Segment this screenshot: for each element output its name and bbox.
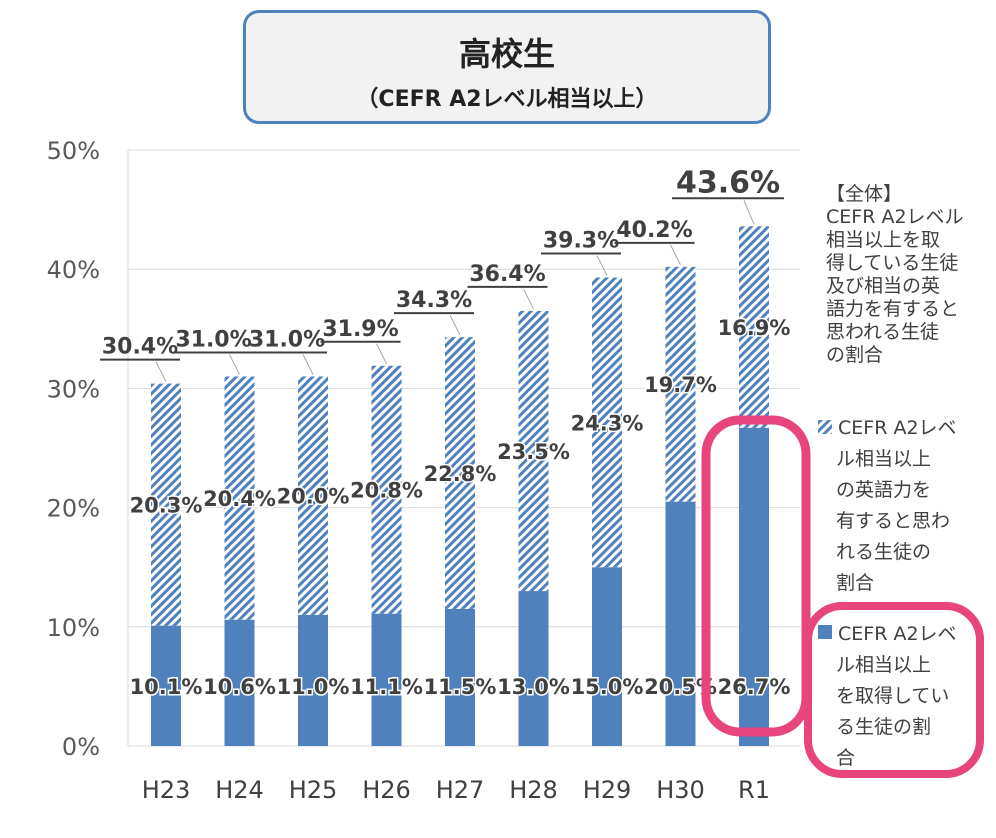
axes: 0% 10% 20% 30% 40% 50% H23 H24 H25 H26 H27 H28 H29 H3…: [47, 137, 800, 804]
data-labels: 10.1% 20.3% 30.4% 10.6% 20.4% 31.0% 11.0% 20.0%…: [100, 165, 811, 737]
chart-subtitle: （CEFR A2レベル相当以上）: [356, 87, 658, 112]
bar-hatched-H28: [518, 310, 549, 592]
total-leader-line: [743, 200, 755, 225]
legend-solid-line: を取得してい: [836, 685, 949, 707]
x-tick-label: H28: [509, 776, 558, 804]
bar-hatched-H29: [592, 277, 622, 568]
legend-total-line: CEFR A2レベル: [826, 206, 964, 228]
legend-solid-line: ル相当以上: [836, 654, 931, 676]
chart-title: 高校生: [458, 35, 555, 73]
label-total-H25: 31.0%: [249, 327, 325, 352]
legend-hatched-line: CEFR A2レベ: [838, 417, 957, 439]
total-leader-line: [596, 255, 608, 276]
legend-total-line: 語力を有すると: [826, 298, 959, 320]
y-tick-label: 0%: [62, 733, 100, 761]
label-solid-H27: 11.5%: [424, 675, 497, 699]
label-total-R1: 43.6%: [676, 165, 780, 200]
bar-hatched-H25: [298, 376, 328, 615]
total-leader-line: [302, 354, 314, 375]
highlight-box: [701, 415, 811, 737]
label-hatched-R1: 16.9%: [718, 316, 791, 340]
x-tick-label: R1: [738, 776, 770, 804]
label-total-H30: 40.2%: [616, 218, 692, 243]
legend-solid-line: 合: [836, 747, 855, 769]
bar-hatched-H23: [151, 383, 181, 626]
bar-hatched-R1: [739, 226, 769, 428]
bar-solid-H29: [592, 567, 622, 746]
label-hatched-H25: 20.0%: [277, 485, 350, 509]
legend-hatched-line: 割合: [836, 572, 874, 594]
label-hatched-H24: 20.4%: [203, 487, 276, 511]
bar-solid-H30: [665, 501, 696, 746]
legend-solid-swatch: [818, 625, 832, 639]
label-solid-H29: 15.0%: [571, 675, 644, 699]
legend-total-line: 得している生徒: [826, 252, 958, 274]
x-tick-label: H30: [656, 776, 705, 804]
label-total-H23: 30.4%: [102, 335, 178, 360]
total-leader-line: [523, 288, 534, 310]
bar-solid-H28: [518, 591, 549, 746]
x-tick-label: H23: [142, 776, 191, 804]
y-tick-label: 30%: [47, 375, 100, 403]
x-tick-label: H26: [362, 776, 411, 804]
legend-highlight-box: [804, 602, 984, 778]
label-solid-H24: 10.6%: [203, 675, 276, 699]
total-leader-line: [376, 343, 387, 364]
legend-total-line: の割合: [826, 344, 883, 366]
legend-total-line: 及び相当の英: [826, 275, 940, 297]
legend-hatched-line: 有すると思わ: [836, 510, 950, 532]
bar-hatched-H24: [224, 376, 255, 620]
legend-hatched-line: ル相当以上: [836, 448, 931, 470]
label-solid-H26: 11.1%: [350, 675, 423, 699]
legend: 【全体】CEFR A2レベル相当以上を取得している生徒及び相当の英語力を有すると…: [804, 183, 984, 778]
label-hatched-H23: 20.3%: [130, 494, 203, 518]
label-total-H27: 34.3%: [396, 288, 472, 313]
label-hatched-H30: 19.7%: [644, 373, 717, 397]
bar-solid-H27: [445, 608, 475, 746]
label-hatched-H27: 22.8%: [424, 462, 497, 486]
label-hatched-H28: 23.5%: [497, 440, 570, 464]
label-solid-H28: 13.0%: [497, 675, 570, 699]
legend-hatched-line: れる生徒の: [836, 541, 931, 563]
chart-title-box: 高校生 （CEFR A2レベル相当以上）: [243, 10, 771, 124]
label-total-H29: 39.3%: [543, 229, 619, 254]
bar-hatched-H26: [371, 365, 402, 614]
total-leader-line: [670, 244, 681, 266]
legend-hatched-line: の英語力を: [836, 479, 931, 501]
label-solid-H23: 10.1%: [130, 675, 203, 699]
legend-total-line: 思われる生徒: [826, 321, 939, 343]
y-tick-label: 40%: [47, 256, 100, 284]
legend-solid-line: CEFR A2レベ: [838, 623, 957, 645]
x-tick-label: H27: [436, 776, 485, 804]
y-tick-label: 50%: [47, 137, 100, 165]
legend-hatched-swatch: [818, 420, 832, 434]
label-total-H26: 31.9%: [322, 317, 398, 342]
bar-solid-H24: [224, 619, 255, 746]
label-total-H24: 31.0%: [175, 327, 251, 352]
label-hatched-H26: 20.8%: [350, 479, 423, 503]
legend-solid-line: る生徒の割: [836, 716, 931, 738]
legend-total-line: 相当以上を取: [826, 229, 940, 251]
label-solid-H25: 11.0%: [277, 675, 350, 699]
bar-hatched-H30: [665, 266, 696, 502]
x-tick-label: H29: [583, 776, 632, 804]
label-hatched-H29: 24.3%: [571, 411, 644, 435]
x-tick-label: H24: [215, 776, 264, 804]
y-tick-label: 10%: [47, 614, 100, 642]
y-tick-label: 20%: [47, 495, 100, 523]
bar-solid-H26: [371, 613, 402, 746]
total-leader-line: [229, 354, 240, 375]
bar-hatched-H27: [445, 337, 475, 609]
total-leader-line: [449, 314, 461, 336]
bar-solid-R1: [739, 427, 769, 746]
bar-solid-H23: [151, 625, 181, 746]
x-tick-label: H25: [289, 776, 338, 804]
bar-solid-H25: [298, 614, 328, 746]
total-leader-line: [155, 361, 167, 382]
bars: [151, 226, 769, 746]
label-total-H28: 36.4%: [469, 262, 545, 287]
label-solid-R1: 26.7%: [718, 675, 791, 699]
legend-total-line: 【全体】: [826, 183, 902, 205]
